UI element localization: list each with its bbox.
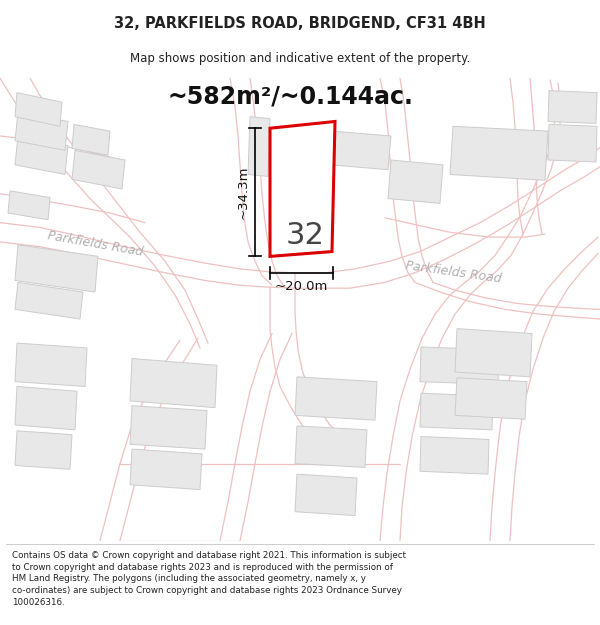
Polygon shape <box>15 343 87 386</box>
Polygon shape <box>548 124 597 162</box>
Polygon shape <box>270 121 335 256</box>
Text: 32, PARKFIELDS ROAD, BRIDGEND, CF31 4BH: 32, PARKFIELDS ROAD, BRIDGEND, CF31 4BH <box>114 16 486 31</box>
Polygon shape <box>130 359 217 408</box>
Polygon shape <box>130 449 202 489</box>
Polygon shape <box>420 436 489 474</box>
Text: Parkfields Road: Parkfields Road <box>405 259 503 286</box>
Polygon shape <box>15 136 68 174</box>
Text: ~582m²/~0.144ac.: ~582m²/~0.144ac. <box>167 85 413 109</box>
Polygon shape <box>388 160 443 203</box>
Polygon shape <box>72 124 110 155</box>
Polygon shape <box>455 378 527 419</box>
Polygon shape <box>295 377 377 420</box>
Text: ~34.3m: ~34.3m <box>237 166 250 219</box>
Polygon shape <box>295 474 357 516</box>
Polygon shape <box>272 126 312 155</box>
Polygon shape <box>420 393 493 430</box>
Text: ~20.0m: ~20.0m <box>275 281 328 294</box>
Polygon shape <box>15 112 68 151</box>
Polygon shape <box>15 245 98 292</box>
Polygon shape <box>455 329 532 377</box>
Polygon shape <box>15 282 83 319</box>
Text: Map shows position and indicative extent of the property.: Map shows position and indicative extent… <box>130 52 470 65</box>
Polygon shape <box>330 131 391 169</box>
Polygon shape <box>272 174 318 237</box>
Polygon shape <box>15 386 77 430</box>
Polygon shape <box>295 426 367 468</box>
Polygon shape <box>450 126 548 180</box>
Polygon shape <box>8 191 50 220</box>
Polygon shape <box>420 347 499 384</box>
Polygon shape <box>15 431 72 469</box>
Polygon shape <box>130 406 207 449</box>
Polygon shape <box>72 151 125 189</box>
Polygon shape <box>248 117 270 176</box>
Text: Contains OS data © Crown copyright and database right 2021. This information is : Contains OS data © Crown copyright and d… <box>12 551 406 607</box>
Polygon shape <box>15 92 62 126</box>
Text: Parkfields Road: Parkfields Road <box>46 229 144 259</box>
Text: 32: 32 <box>286 221 325 249</box>
Polygon shape <box>548 91 597 123</box>
